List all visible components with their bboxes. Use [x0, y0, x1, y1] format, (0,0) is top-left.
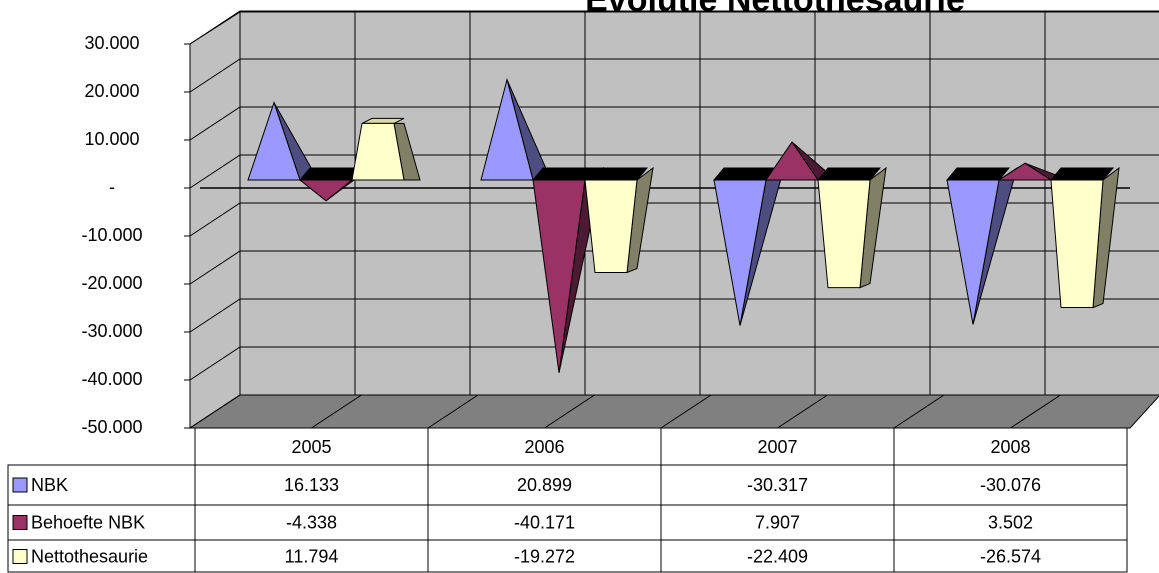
bar-front — [480, 77, 534, 181]
value-label: -22.409 — [747, 546, 808, 566]
legend-label: Behoefte NBK — [31, 512, 145, 532]
grid-line — [189, 346, 1159, 381]
floor-line — [311, 394, 362, 429]
legend-swatch — [12, 515, 28, 530]
value-label: 3.502 — [988, 512, 1033, 532]
floor-line — [1010, 394, 1061, 429]
grid-line — [189, 58, 1159, 93]
floor-line — [427, 394, 479, 429]
bar-top — [1049, 167, 1115, 181]
bar — [765, 141, 838, 181]
value-label: 16.133 — [284, 475, 339, 495]
bar-front — [532, 179, 586, 373]
y-tick-label: 10.000 — [84, 129, 139, 149]
floor-line — [893, 394, 945, 429]
value-label: -30.317 — [747, 475, 808, 495]
grid-line — [189, 154, 1159, 189]
bar-front — [765, 141, 819, 181]
bar-front — [817, 179, 871, 289]
floor-line — [544, 394, 595, 429]
legend-swatch — [12, 477, 28, 493]
bar — [945, 166, 1018, 325]
bar-front — [298, 179, 354, 202]
value-label: -30.076 — [980, 475, 1041, 495]
legend-label: NBK — [31, 475, 68, 495]
bar-front — [946, 179, 1000, 325]
x-tick-label: 2007 — [757, 437, 797, 457]
value-label: 20.899 — [517, 475, 572, 495]
y-tick-label: -50.000 — [81, 417, 142, 437]
bar — [1049, 166, 1120, 309]
bar-top — [945, 167, 1011, 181]
bar-front — [713, 179, 767, 326]
bar-front — [247, 100, 301, 181]
y-tick-label: -10.000 — [81, 225, 142, 245]
bar-top — [531, 167, 597, 181]
bar — [351, 117, 421, 181]
bar-front — [1050, 179, 1104, 309]
bar-front — [351, 122, 405, 181]
data-table: 2005 2006 2007 2008 NBK 16.133 20.899 -30.317 -3… — [7, 427, 1128, 573]
y-tick-label: 30.000 — [84, 33, 139, 53]
bar-top — [816, 167, 882, 181]
bar-top — [583, 167, 649, 181]
y-tick-label: -20.000 — [81, 273, 142, 293]
y-tick-label: -40.000 — [81, 369, 142, 389]
value-label: -26.574 — [980, 546, 1041, 566]
grid-line — [189, 298, 1159, 333]
x-tick-label: 2008 — [990, 437, 1030, 457]
value-label: -4.338 — [286, 512, 337, 532]
y-tick-label: 20.000 — [84, 81, 139, 101]
grid-line — [189, 10, 1159, 45]
value-label: -19.272 — [514, 546, 575, 566]
y-tick-label: -30.000 — [81, 321, 142, 341]
value-label: 11.794 — [285, 546, 339, 566]
bar-front — [997, 162, 1053, 181]
bar — [816, 166, 887, 289]
grid-line — [189, 394, 1159, 429]
floor — [188, 394, 1159, 429]
bar-front — [584, 179, 638, 274]
value-label: -40.171 — [514, 512, 575, 532]
legend-swatch — [12, 549, 28, 564]
grid-line — [189, 106, 1159, 141]
x-tick-label: 2006 — [524, 437, 564, 457]
floor-line — [777, 394, 828, 429]
bar — [583, 166, 654, 274]
y-tick-label: - — [109, 177, 115, 197]
x-tick-label: 2005 — [291, 437, 331, 457]
legend-label: Nettothesaurie — [31, 546, 148, 566]
grid — [189, 10, 1159, 429]
chart-title: Evolutie Nettothesaurie — [585, 0, 965, 19]
value-label: 7.907 — [755, 512, 800, 532]
floor-line — [660, 394, 712, 429]
